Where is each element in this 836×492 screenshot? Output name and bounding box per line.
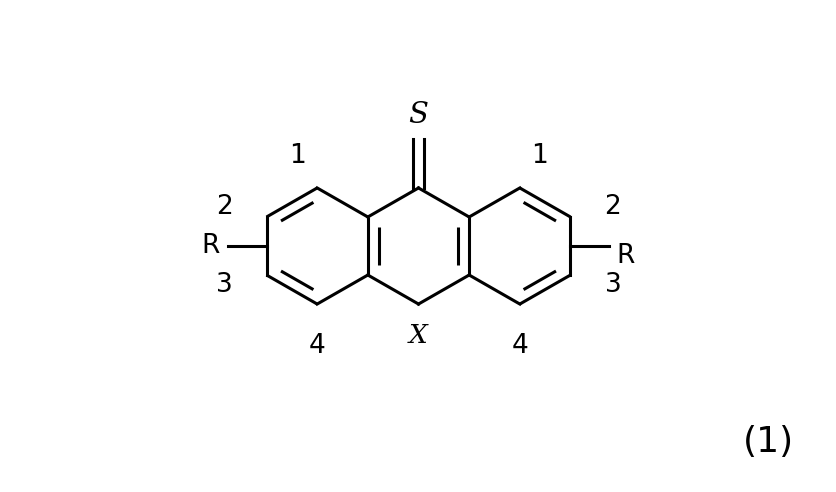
Text: 3: 3 [216,272,232,298]
Text: R: R [201,233,220,259]
Text: 1: 1 [289,143,306,169]
Text: 4: 4 [511,333,528,359]
Text: S: S [408,101,428,129]
Text: X: X [409,323,427,348]
Text: 2: 2 [216,194,232,220]
Text: 2: 2 [604,194,620,220]
Text: 3: 3 [604,272,620,298]
Text: 4: 4 [308,333,325,359]
Text: 1: 1 [530,143,547,169]
Text: R: R [616,243,635,269]
Text: (1): (1) [742,425,793,459]
